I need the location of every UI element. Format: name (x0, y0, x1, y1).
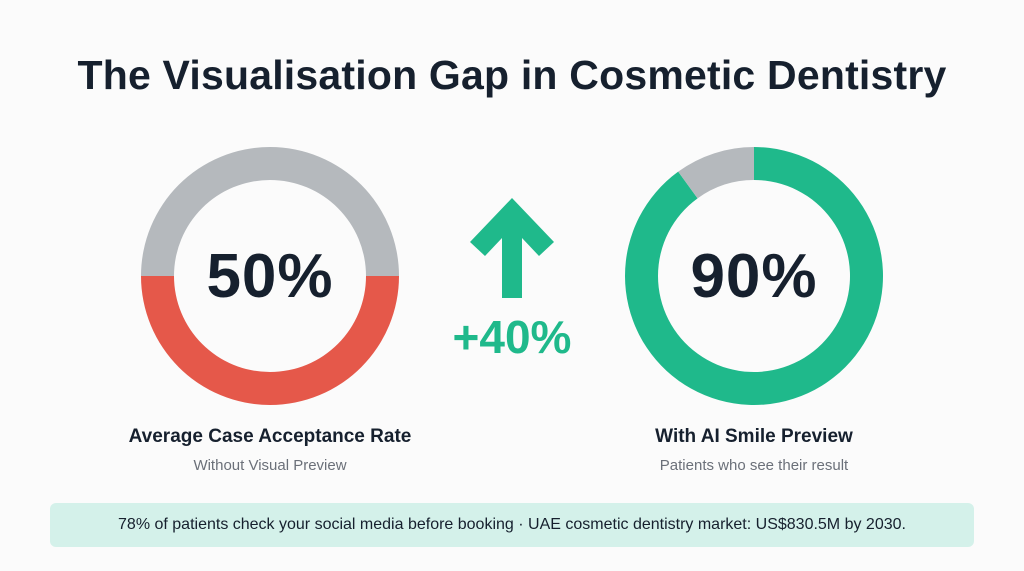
donut-svg-right (625, 147, 883, 405)
donut-chart-without-preview: 50% (140, 146, 400, 406)
change-label: +40% (452, 311, 572, 363)
caption-right: With AI Smile Preview Patients who see t… (574, 426, 934, 474)
caption-left: Average Case Acceptance Rate Without Vis… (90, 426, 450, 474)
caption-subtitle-right: Patients who see their result (659, 457, 849, 474)
slice-acceptance-without-preview (141, 276, 399, 405)
caption-title-right: With AI Smile Preview (655, 426, 853, 447)
up-arrow-icon (470, 198, 554, 298)
caption-subtitle-left: Without Visual Preview (193, 457, 347, 474)
slice-remainder-with-preview (678, 147, 754, 199)
donut-value-left: 50% (206, 241, 334, 311)
slice-remainder-without-preview (141, 147, 399, 276)
donut-chart-with-preview: 90% (624, 146, 884, 406)
caption-title-left: Average Case Acceptance Rate (128, 426, 412, 447)
page-title: The Visualisation Gap in Cosmetic Dentis… (77, 52, 947, 98)
donut-value-right: 90% (690, 241, 818, 311)
footer-note: 78% of patients check your social media … (50, 503, 974, 547)
donut-svg-left (141, 147, 399, 405)
